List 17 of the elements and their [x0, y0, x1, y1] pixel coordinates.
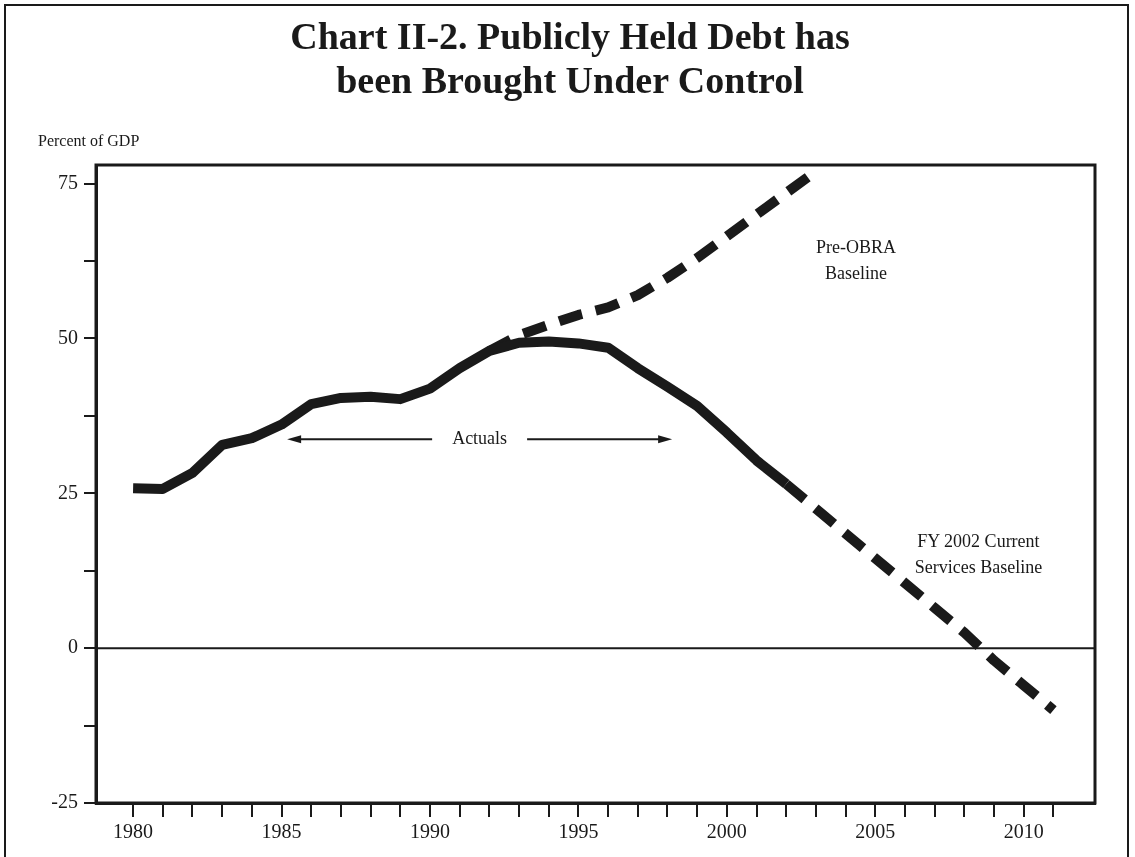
y-tick-label: 50: [58, 325, 78, 348]
x-tick-label: 2005: [855, 820, 896, 843]
series-label: FY 2002 Current Services Baseline: [914, 530, 1043, 577]
x-tick-label: 2000: [706, 820, 747, 843]
annotation: Actuals: [452, 428, 508, 449]
x-tick-label: 2010: [1003, 820, 1044, 843]
text: Pre-OBRA Baseline: [815, 236, 896, 283]
y-tick-label: -25: [51, 790, 78, 813]
y-tick-label: 25: [58, 480, 78, 503]
y-tick-label: 75: [58, 170, 78, 193]
x-tick-label: 1990: [409, 820, 450, 843]
chart-title: Chart II-2. Publicly Held Debt has been Brought Under Control: [289, 14, 851, 102]
x-tick-label: 1985: [261, 820, 302, 843]
y-axis-title: Percent of GDP: [38, 132, 140, 150]
x-tick-label: 1995: [558, 820, 599, 843]
x-tick-label: 1980: [113, 820, 154, 843]
y-tick-label: 0: [68, 635, 78, 658]
